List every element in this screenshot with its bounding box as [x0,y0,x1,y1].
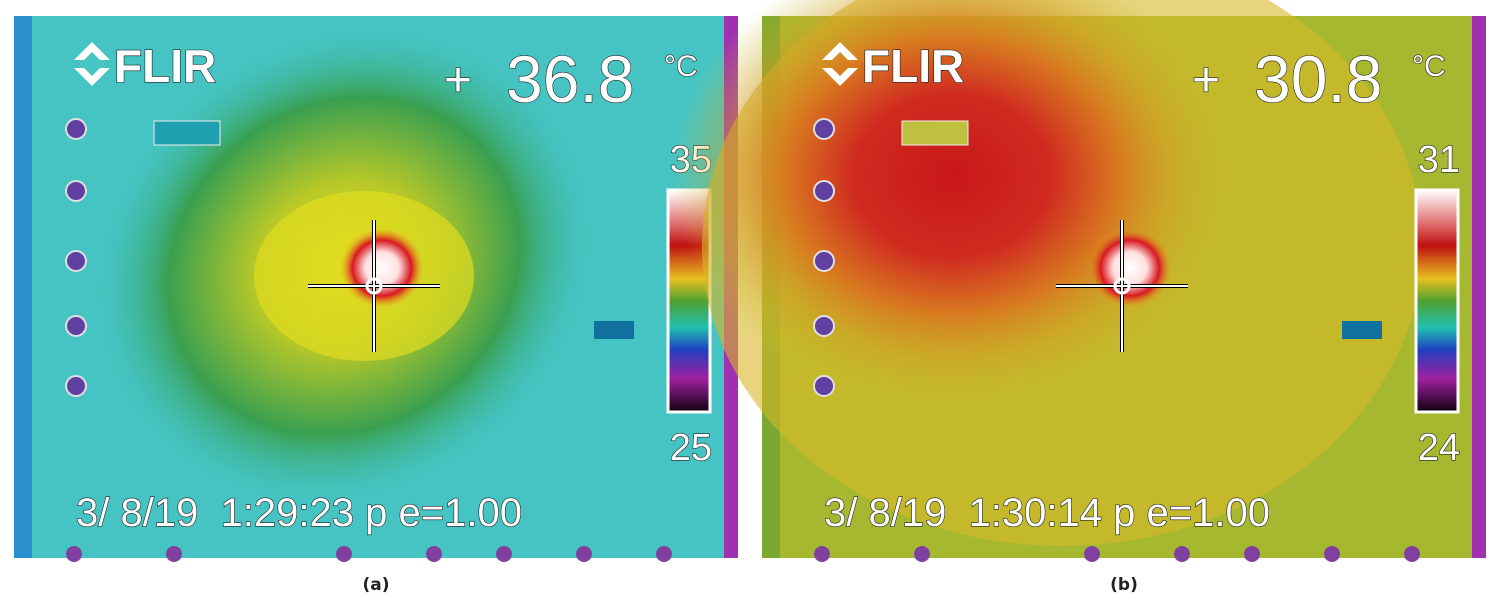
brand: FLIR [862,40,964,92]
pad [914,546,930,562]
crosshair-center [1113,277,1131,295]
pad [576,546,592,562]
component [65,250,87,272]
heat-zone [672,0,1232,406]
crosshair-center [365,277,383,295]
logo-icon [74,42,110,86]
color-scale [1414,188,1460,414]
hot-spot [1088,228,1172,308]
component [813,315,835,337]
brand: FLIR [114,40,216,92]
logo-icon [822,42,858,86]
component [813,118,835,140]
thermal-image: FLIR +30.8 °C 31 24 3/ 8/19 1:30:14 p e=1.00 [672,0,1486,562]
component [65,375,87,397]
thermal-image: FLIR+36.8°C35253/ 8/19 1:29:23 p e=1.00 [14,16,738,562]
component [65,180,87,202]
pad [166,546,182,562]
hot-spot [340,228,424,308]
spot-marker: + [444,54,472,107]
unit: °C [664,50,698,83]
component [901,120,969,146]
scale-min: 25 [670,427,712,469]
scale-min: 24 [1418,427,1460,469]
component [65,118,87,140]
pad [1084,546,1100,562]
component [153,120,221,146]
caption: (a) [362,575,389,595]
component [813,250,835,272]
component [813,180,835,202]
component [594,321,634,339]
board-edge [14,16,32,558]
component [1342,321,1382,339]
component [65,315,87,337]
spot-temperature: 30.8 [1254,42,1382,116]
spot-marker: + [1192,54,1220,107]
pad [656,546,672,562]
component [813,375,835,397]
pad [1244,546,1260,562]
pad [426,546,442,562]
board-edge [1472,16,1486,558]
pad [66,546,82,562]
pad [1174,546,1190,562]
scale-max: 31 [1418,139,1460,181]
pad [1404,546,1420,562]
pad [336,546,352,562]
pad [814,546,830,562]
timestamp: 3/ 8/19 1:29:23 p e=1.00 [76,491,522,535]
timestamp: 3/ 8/19 1:30:14 p e=1.00 [824,491,1270,535]
pad [1324,546,1340,562]
pad [496,546,512,562]
spot-temperature: 36.8 [506,42,634,116]
caption: (b) [1110,575,1138,595]
unit: °C [1412,50,1446,83]
